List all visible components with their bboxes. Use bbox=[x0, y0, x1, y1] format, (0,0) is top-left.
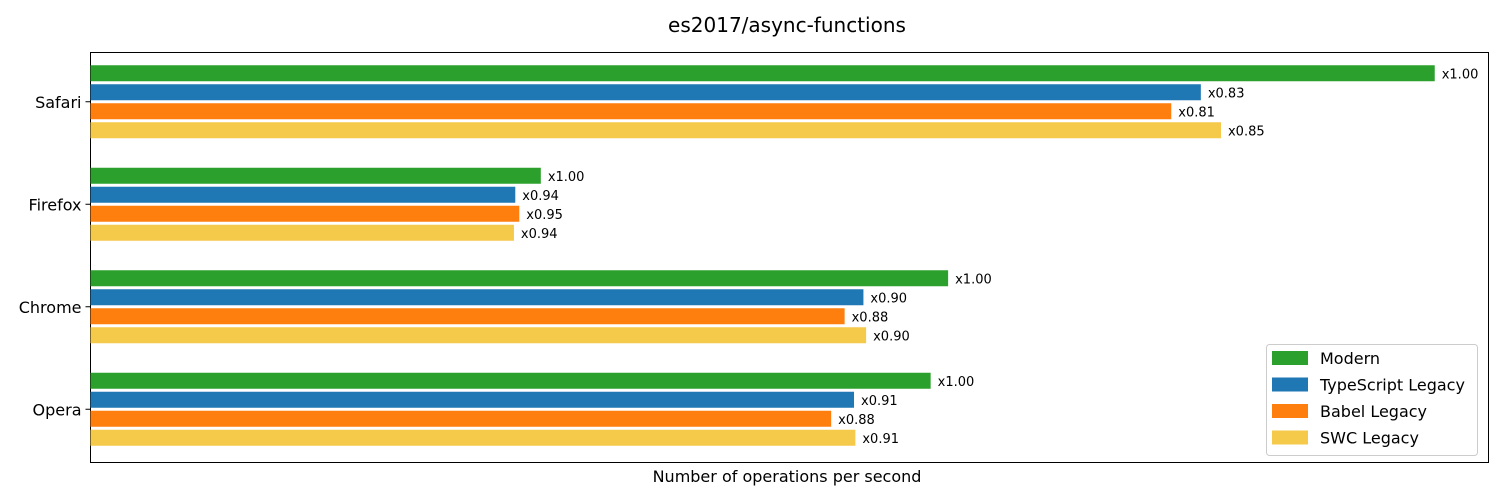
bar-chrome-typescript-legacy bbox=[90, 289, 864, 306]
bar-chrome-swc-legacy bbox=[90, 327, 867, 344]
data-label: x1.00 bbox=[955, 272, 992, 287]
bar-opera-swc-legacy bbox=[90, 429, 856, 446]
data-label: x0.85 bbox=[1228, 124, 1265, 139]
y-tick-label-opera: Opera bbox=[33, 400, 82, 419]
bar-safari-swc-legacy bbox=[90, 122, 1221, 139]
data-labels-layer: x1.00 x0.83 x0.81 x0.85 x1.00 x0.94 x0.95 x0.94… bbox=[521, 67, 1478, 447]
bar-firefox-babel-legacy bbox=[90, 205, 520, 222]
y-axis: Safari Firefox Chrome Opera bbox=[19, 93, 91, 419]
legend-label: Babel Legacy bbox=[1320, 402, 1427, 421]
bar-chrome-modern bbox=[90, 270, 949, 287]
bar-safari-babel-legacy bbox=[90, 103, 1172, 120]
bars-layer bbox=[90, 65, 1435, 446]
legend-label: TypeScript Legacy bbox=[1319, 376, 1465, 395]
data-label: x1.00 bbox=[548, 170, 585, 185]
data-label: x0.94 bbox=[522, 189, 559, 204]
legend-label: Modern bbox=[1320, 349, 1380, 368]
legend-frame bbox=[1266, 344, 1478, 456]
data-label: x0.90 bbox=[870, 291, 907, 306]
bar-opera-typescript-legacy bbox=[90, 391, 855, 408]
bar-firefox-swc-legacy bbox=[90, 224, 514, 241]
bar-opera-babel-legacy bbox=[90, 410, 832, 427]
bar-firefox-typescript-legacy bbox=[90, 186, 516, 203]
legend-swatch bbox=[1272, 377, 1308, 392]
data-label: x0.83 bbox=[1208, 86, 1245, 101]
data-label: x1.00 bbox=[938, 375, 975, 390]
x-axis-label: Number of operations per second bbox=[653, 467, 922, 486]
data-label: x0.88 bbox=[852, 310, 889, 325]
legend-swatch bbox=[1272, 351, 1308, 365]
bar-safari-typescript-legacy bbox=[90, 84, 1201, 101]
bar-opera-modern bbox=[90, 372, 931, 389]
legend-label: SWC Legacy bbox=[1320, 429, 1419, 448]
data-label: x0.88 bbox=[838, 413, 875, 428]
y-tick-label-safari: Safari bbox=[35, 93, 81, 112]
data-label: x0.90 bbox=[873, 329, 910, 344]
legend: Modern TypeScript Legacy Babel Legacy SWC L… bbox=[1266, 344, 1478, 456]
bar-safari-modern bbox=[90, 65, 1435, 82]
data-label: x0.81 bbox=[1178, 105, 1215, 120]
plot-area bbox=[90, 52, 1489, 463]
bar-chrome-babel-legacy bbox=[90, 308, 845, 325]
chart-title: es2017/async-functions bbox=[668, 13, 906, 37]
y-tick-label-chrome: Chrome bbox=[19, 298, 82, 317]
data-label: x0.91 bbox=[862, 432, 899, 447]
data-label: x0.94 bbox=[521, 227, 558, 242]
legend-swatch bbox=[1272, 430, 1308, 445]
bar-firefox-modern bbox=[90, 167, 541, 184]
y-tick-label-firefox: Firefox bbox=[29, 195, 82, 214]
legend-swatch bbox=[1272, 404, 1308, 418]
data-label: x0.91 bbox=[861, 394, 898, 409]
data-label: x0.95 bbox=[526, 208, 563, 223]
data-label: x1.00 bbox=[1442, 67, 1479, 82]
